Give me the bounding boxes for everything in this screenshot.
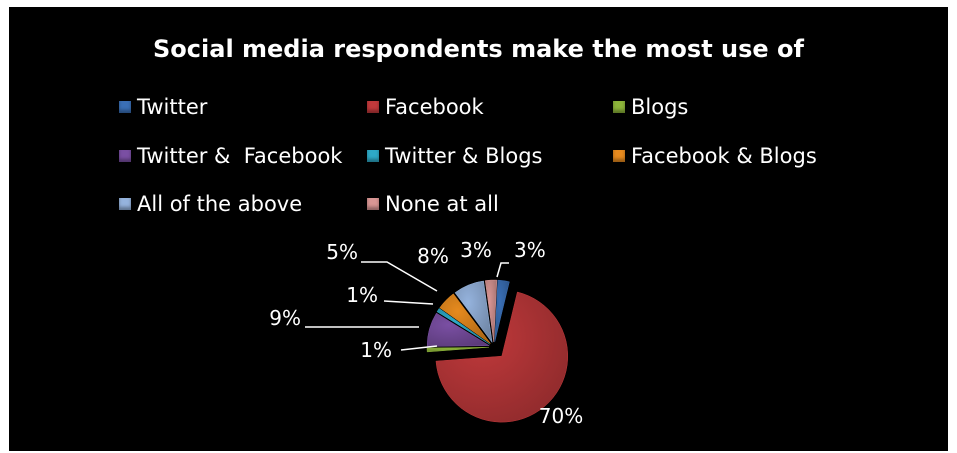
legend-item-twitter: Twitter [119,95,207,119]
legend-label: Twitter & Blogs [385,144,543,168]
data-label-2: 1% [360,338,392,362]
legend-item-twitter-facebook: Twitter & Facebook [119,144,342,168]
pie-slice-6 [454,280,493,343]
chart-title: Social media respondents make the most u… [153,35,804,63]
pie-slice-2 [426,346,490,353]
data-label-4: 1% [346,283,378,307]
data-label-7: 3% [460,238,492,262]
pie-slice-0 [494,279,510,343]
legend-swatch-icon [367,150,379,162]
legend-swatch-icon [613,101,625,113]
legend-swatch-icon [119,198,131,210]
legend-item-facebook: Facebook [367,95,484,119]
legend-swatch-icon [119,150,131,162]
pie-slice-5 [439,293,491,344]
legend-item-none-at-all: None at all [367,192,499,216]
pie-slice-1 [435,291,569,423]
legend-swatch-icon [367,198,379,210]
pie-chart: 3% 70% 1% 9% 1% 5% 8% 3% [269,238,583,428]
data-label-3: 9% [269,306,301,330]
legend-item-facebook-blogs: Facebook & Blogs [613,144,817,168]
data-label-0: 3% [514,238,546,262]
legend-label: All of the above [137,192,303,216]
legend-label: None at all [385,192,499,216]
leader-line-2 [400,345,438,351]
legend-label: Facebook [385,95,484,119]
data-label-1: 70% [539,404,583,428]
legend-swatch-icon [119,101,131,113]
legend-item-all-of-the-above: All of the above [119,192,302,216]
pie-slice-4 [436,308,490,345]
legend-item-twitter-blogs: Twitter & Blogs [367,144,542,168]
pie-slice-7 [484,279,498,343]
legend-label: Twitter [137,95,208,119]
legend-swatch-icon [613,150,625,162]
leader-line-5 [361,261,438,292]
leader-line-4 [383,300,434,305]
data-label-5: 5% [326,240,358,264]
legend-label: Blogs [631,95,689,119]
leader-line-0 [496,262,509,278]
legend-label: Twitter & Facebook [137,144,343,168]
data-label-6: 8% [417,244,449,268]
legend-label: Facebook & Blogs [631,144,817,168]
chart-area: Social media respondents make the most u… [9,7,948,451]
legend-swatch-icon [367,101,379,113]
legend-item-blogs: Blogs [613,95,688,119]
